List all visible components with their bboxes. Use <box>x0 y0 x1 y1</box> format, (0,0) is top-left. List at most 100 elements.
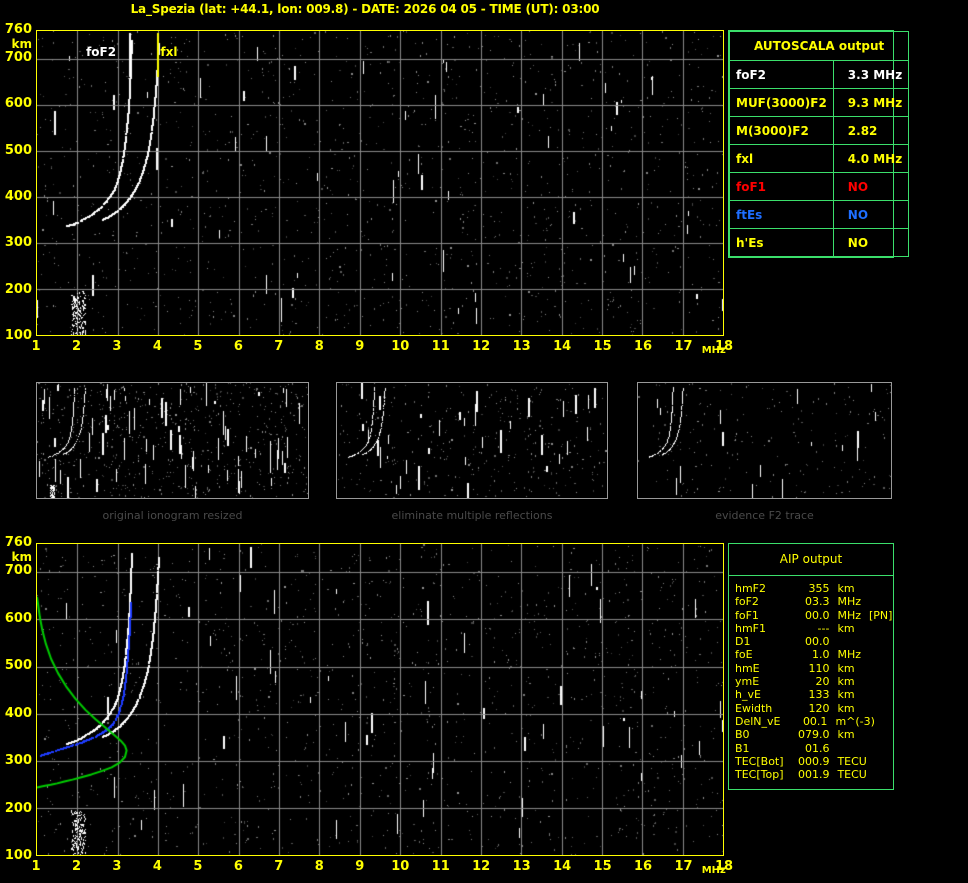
ionogram-chart-bottom[interactable] <box>36 543 724 856</box>
aip-rows: hmF2 355 km foF2 03.3 MHz foF1 00.0 MHz [PN] hmF1 -… <box>729 576 893 789</box>
autoscala-param-name: MUF(3000)F2 <box>729 88 834 117</box>
y-tick-label: 760 <box>4 22 32 37</box>
strip-eliminate-multiple-reflections[interactable] <box>336 382 608 499</box>
aip-param-unit: TECU <box>837 754 867 768</box>
x-tick-label: 10 <box>391 339 410 354</box>
marker-label-fxl: fxl <box>160 45 178 59</box>
x-tick-label: 2 <box>71 859 81 874</box>
aip-row: hmF2 355 km <box>735 582 893 595</box>
autoscala-param-name: foF2 <box>729 60 834 89</box>
y-tick-label: 300 <box>4 753 32 769</box>
aip-param-name: B0 <box>735 728 750 742</box>
strip-evidence-f2-trace[interactable] <box>637 382 892 499</box>
aip-param-value: 00.0 <box>804 608 830 622</box>
aip-param-unit: km <box>837 582 855 595</box>
aip-param-value: 00.0 <box>804 635 830 649</box>
x-tick-label: 4 <box>152 339 162 354</box>
y-tick-label: 400 <box>4 188 32 204</box>
aip-param-extra <box>869 702 893 715</box>
y-axis-unit-label: km <box>11 550 32 564</box>
x-tick-label: 3 <box>112 339 122 354</box>
aip-param-unit: MHz <box>837 608 861 622</box>
aip-param-extra <box>869 755 893 768</box>
autoscala-param-name: M(3000)F2 <box>729 116 834 145</box>
aip-param-value: 133 <box>808 688 830 702</box>
autoscala-row: ftEs NO <box>729 200 910 229</box>
aip-row: h_vE 133 km <box>735 688 893 701</box>
y-tick-label: 700 <box>4 49 32 65</box>
y-axis-labels-bottom: 760 km 700 600 500 400 300 200 100 <box>0 0 36 863</box>
autoscala-param-name: ftEs <box>729 200 834 229</box>
strip-canvas-2 <box>337 383 607 498</box>
page-title: La_Spezia (lat: +44.1, lon: 009.8) - DAT… <box>130 2 600 16</box>
x-tick-label: 8 <box>314 339 324 354</box>
aip-param-value: 03.3 <box>804 595 830 609</box>
autoscala-header: AUTOSCALA output <box>728 31 910 61</box>
aip-param-name: foF1 <box>735 608 759 622</box>
aip-param-extra <box>869 715 893 728</box>
aip-param-unit: km <box>837 728 855 742</box>
aip-param-name: hmF2 <box>735 582 767 595</box>
ionogram-chart-top[interactable] <box>36 30 724 336</box>
aip-param-extra <box>869 595 893 608</box>
aip-param-unit: m^(-3) <box>835 714 875 728</box>
aip-param-extra: [PN] <box>868 608 893 622</box>
aip-param-value: 001.9 <box>797 768 830 782</box>
autoscala-param-value: NO <box>832 172 910 201</box>
x-tick-label: 16 <box>634 859 653 874</box>
aip-param-unit: MHz <box>837 648 861 662</box>
x-tick-label: 6 <box>233 339 243 354</box>
autoscala-row: foF1 NO <box>729 172 910 201</box>
aip-param-value: 110 <box>808 661 830 675</box>
aip-param-unit: km <box>837 701 855 715</box>
y-tick-label: 600 <box>4 96 32 112</box>
x-tick-label: 5 <box>193 859 203 874</box>
aip-param-value: 1.0 <box>811 648 830 662</box>
aip-param-extra <box>869 688 893 701</box>
x-tick-label: 12 <box>472 339 491 354</box>
autoscala-output-panel: AUTOSCALA output foF2 3.3 MHz MUF(3000)F2 9.… <box>728 30 910 258</box>
x-tick-label: 7 <box>274 339 284 354</box>
x-tick-label: 16 <box>634 339 653 354</box>
aip-row: B1 01.6 <box>735 742 893 755</box>
strip-canvas-3 <box>638 383 891 498</box>
aip-param-extra <box>869 635 893 648</box>
aip-row: TEC[Top] 001.9 TECU <box>735 768 893 781</box>
aip-output-panel: AIP output hmF2 355 km foF2 03.3 MHz foF1 00.0 M… <box>728 543 894 791</box>
autoscala-row: h'Es NO <box>729 228 910 257</box>
x-tick-label: 15 <box>593 339 612 354</box>
x-tick-label: 11 <box>431 859 450 874</box>
aip-row: hmF1 --- km <box>735 622 893 635</box>
autoscala-param-name: fxl <box>729 144 834 173</box>
x-tick-label: 13 <box>512 339 531 354</box>
y-tick-label: 100 <box>4 848 32 863</box>
autoscala-param-name: h'Es <box>729 228 834 257</box>
x-axis-labels-bottom: 1 2 3 4 5 6 7 8 9 10 11 12 13 14 15 16 17 18 MHz <box>0 859 968 879</box>
y-axis-unit-label: km <box>11 37 32 51</box>
x-tick-label: 15 <box>593 859 612 874</box>
aip-param-unit: km <box>837 661 855 675</box>
x-tick-label: 8 <box>314 859 324 874</box>
aip-param-name: h_vE <box>735 688 761 702</box>
aip-param-name: TEC[Top] <box>735 768 784 782</box>
strip-caption-3: evidence F2 trace <box>715 509 814 522</box>
y-tick-label: 700 <box>4 563 32 579</box>
aip-param-extra <box>869 662 893 675</box>
x-axis-labels-top: 1 2 3 4 5 6 7 8 9 10 11 12 13 14 15 16 17 18 MHz <box>0 339 968 359</box>
aip-param-extra <box>869 582 893 595</box>
x-tick-label: 7 <box>274 859 284 874</box>
x-tick-label: 9 <box>355 339 365 354</box>
aip-param-extra <box>869 648 893 661</box>
autoscala-param-value: 3.3 MHz <box>832 60 910 89</box>
aip-param-value: 120 <box>808 701 830 715</box>
strip-canvas-1 <box>37 383 308 498</box>
aip-param-value: --- <box>817 621 830 635</box>
strip-original-ionogram[interactable] <box>36 382 309 499</box>
aip-param-extra <box>869 742 893 755</box>
x-tick-label: 18 <box>714 339 734 354</box>
marker-label-fof2: foF2 <box>86 45 117 59</box>
x-tick-label: 18 <box>714 859 734 874</box>
autoscala-row: foF2 3.3 MHz <box>729 60 910 89</box>
aip-param-name: TEC[Bot] <box>735 754 784 768</box>
autoscala-row: M(3000)F2 2.82 <box>729 116 910 145</box>
